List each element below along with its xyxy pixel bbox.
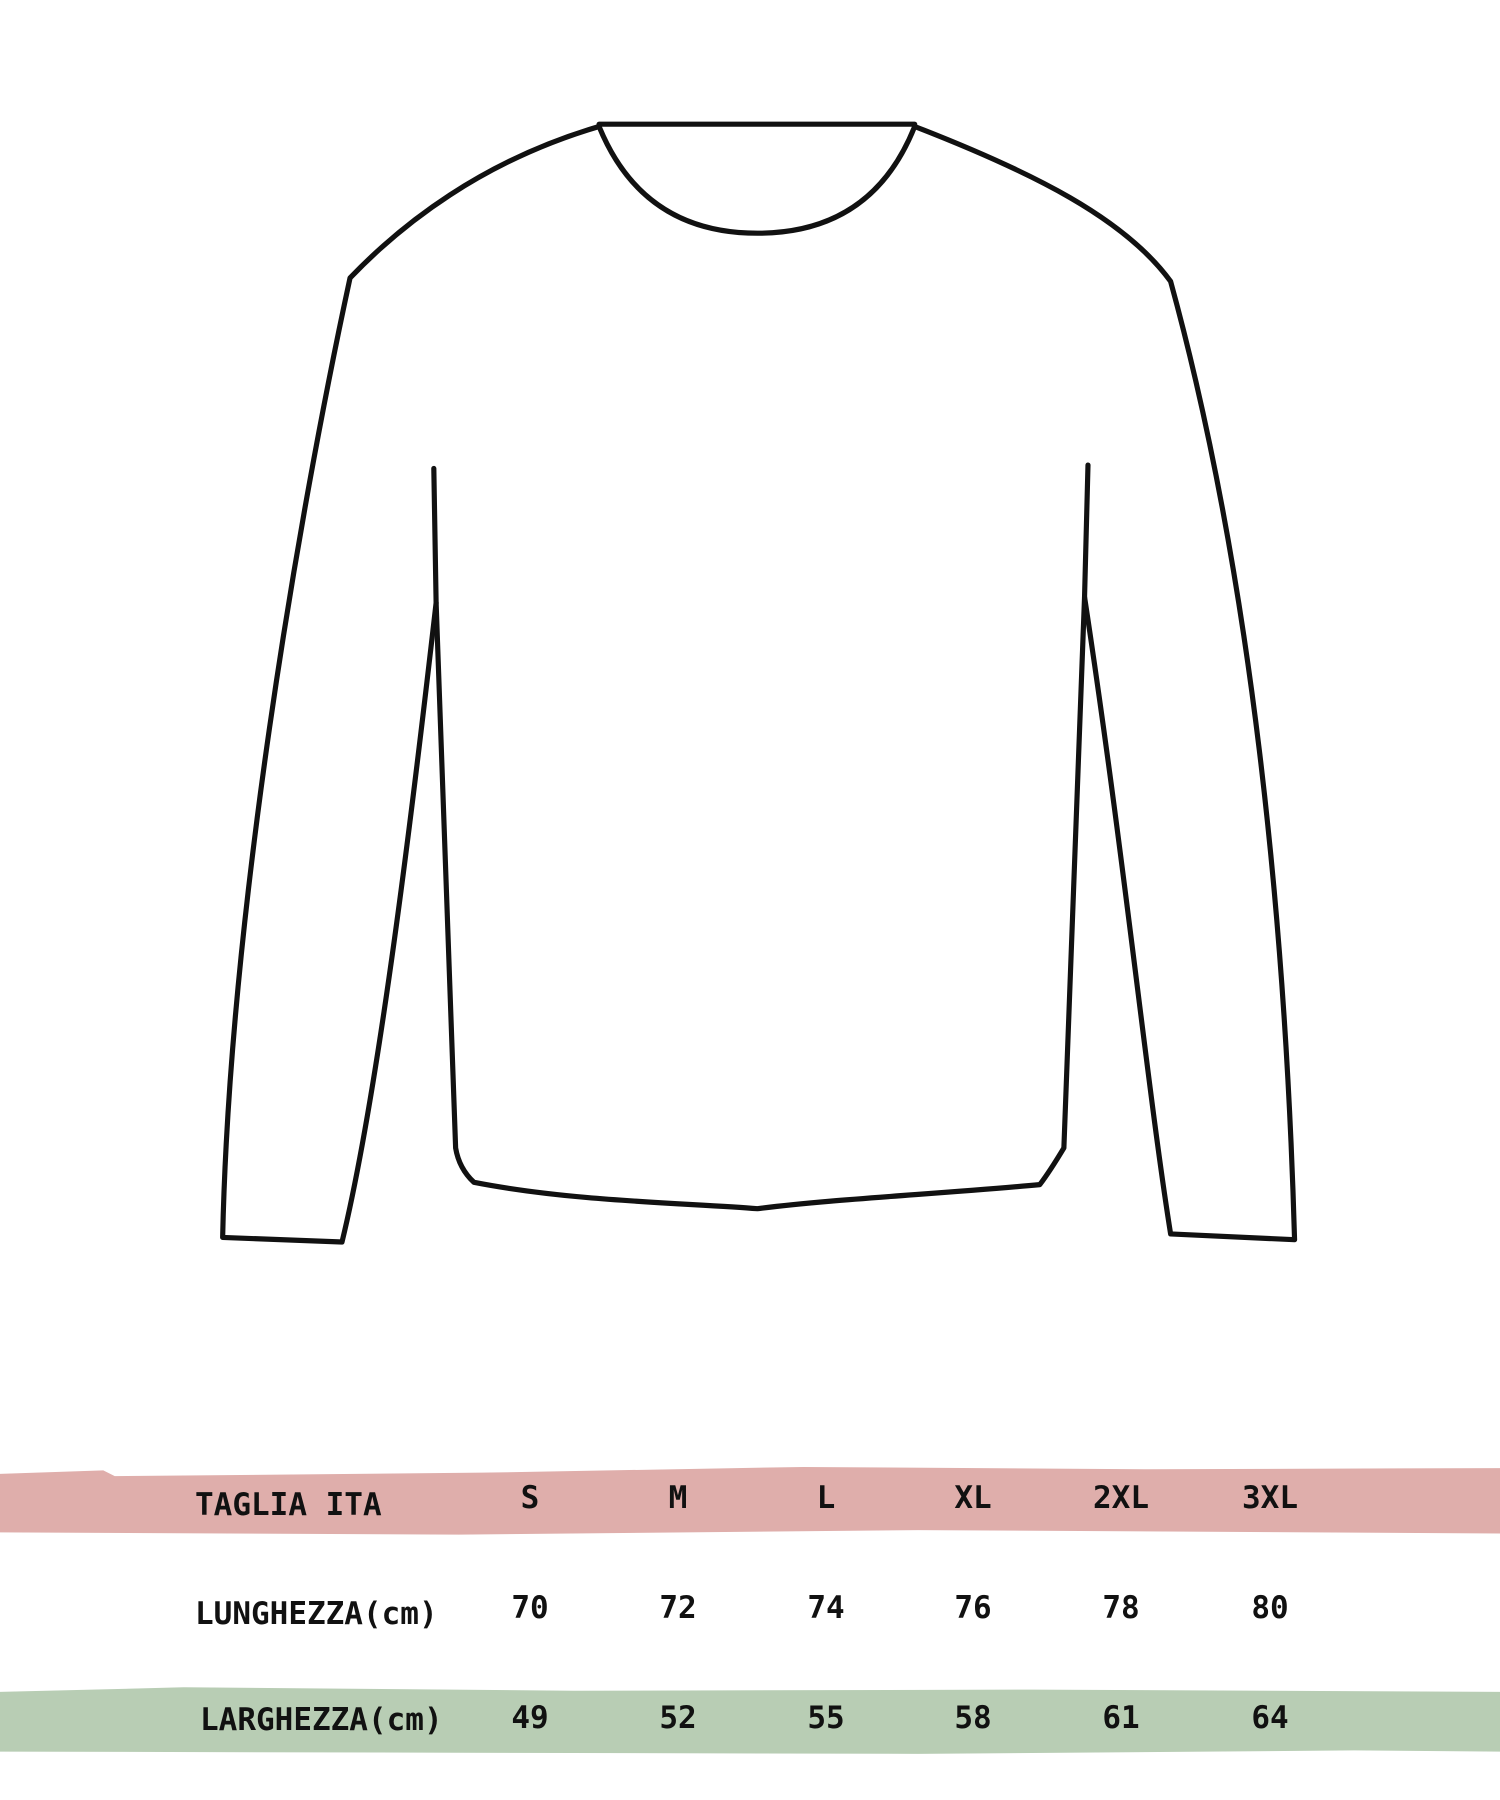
size-2xl: 2XL — [1093, 1480, 1149, 1516]
width-value: 52 — [659, 1700, 697, 1736]
length-value: 78 — [1102, 1590, 1140, 1626]
right-sleeve — [912, 123, 1298, 1243]
body — [431, 462, 1091, 1212]
length-value: 72 — [659, 1590, 697, 1626]
width-band — [0, 1687, 1500, 1754]
width-value: 55 — [807, 1700, 845, 1736]
width-label: LARGHEZZA(cm) — [200, 1702, 443, 1738]
length-value: 76 — [954, 1590, 992, 1626]
width-value: 49 — [511, 1700, 549, 1736]
left-sleeve — [220, 123, 602, 1245]
neckline — [596, 123, 918, 236]
size-s: S — [520, 1480, 540, 1516]
length-label: LUNGHEZZA(cm) — [195, 1596, 438, 1632]
size-xl: XL — [954, 1480, 992, 1516]
width-value: 58 — [954, 1700, 992, 1736]
size-3xl: 3XL — [1242, 1480, 1298, 1516]
size-m: M — [668, 1480, 688, 1516]
length-value: 80 — [1251, 1590, 1289, 1626]
length-value: 70 — [511, 1590, 549, 1626]
length-value: 74 — [807, 1590, 845, 1626]
size-l: L — [816, 1480, 836, 1516]
width-value: 64 — [1251, 1700, 1289, 1736]
header-band — [0, 1466, 1500, 1535]
width-value: 61 — [1102, 1700, 1140, 1736]
header-label: TAGLIA ITA — [195, 1487, 382, 1523]
